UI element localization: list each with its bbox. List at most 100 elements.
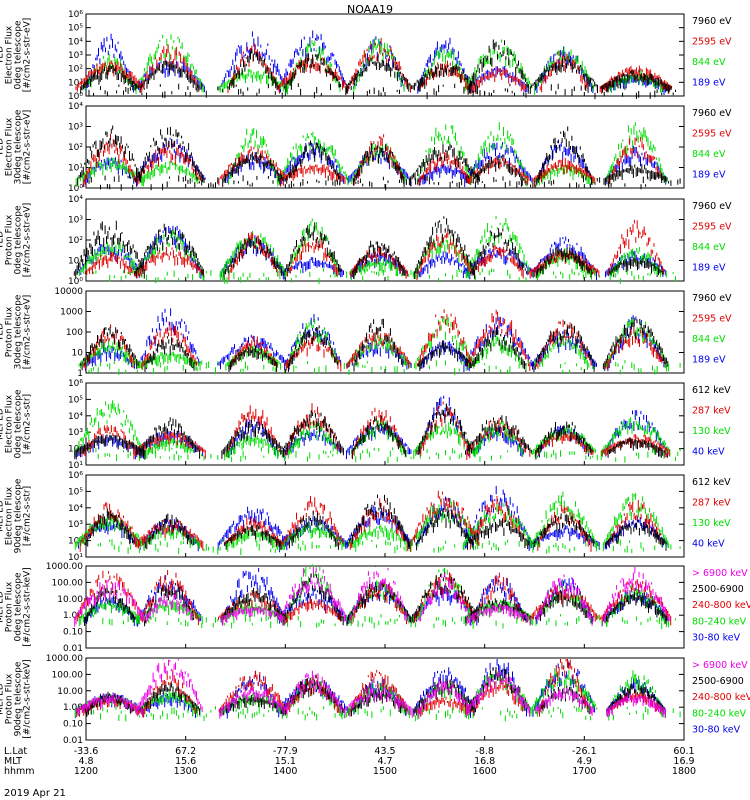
trace-2 [75, 37, 673, 95]
y-axis-label: TEDElectron Flux30deg telescope[#/cm2-s-… [0, 109, 33, 184]
y-tick-label: 1000 [60, 308, 83, 318]
x-row-value: -8.8 [475, 746, 494, 757]
baseline-noise [88, 360, 681, 376]
y-tick-label: 100.00 [52, 670, 84, 680]
y-tick-label: 10⁵ [68, 395, 83, 405]
x-row-value: 15.1 [275, 756, 296, 767]
y-tick-label: 10¹ [68, 164, 83, 174]
y-axis-label: MEPEDElectron Flux0deg telescope[#/cm2-s… [0, 389, 33, 459]
x-row-name: hhmm [4, 766, 35, 777]
y-tick-label: 10⁰ [68, 184, 83, 194]
legend-label: 844 eV [692, 334, 726, 345]
x-row-value: -26.1 [572, 746, 597, 757]
trace-3 [77, 125, 668, 187]
legend-label: 189 eV [692, 78, 726, 89]
y-tick-label: 0.10 [63, 720, 83, 730]
traces [74, 485, 681, 556]
baseline-noise [88, 83, 676, 100]
x-row-value: -77.9 [273, 746, 298, 757]
panel-frame [85, 474, 685, 558]
y-tick-label: 10² [68, 236, 83, 246]
y-axis-label: TEDProton Flux30deg telescope[#/cm2-s-st… [0, 294, 33, 369]
y-tick-label: 10⁵ [68, 487, 83, 497]
x-row-name: L.Lat [4, 746, 27, 757]
legend-label: 7960 eV [692, 16, 732, 27]
y-tick-label: 10.00 [57, 595, 83, 605]
traces [73, 215, 676, 285]
y-tick-label: 1.00 [63, 611, 83, 621]
x-row-value: 43.5 [374, 746, 395, 757]
panel-3: 10⁰ 10¹ 10² 10³ 10⁴ TEDProton Flux0deg telesc… [0, 195, 732, 287]
x-row-value: 1400 [273, 766, 297, 777]
y-axis-label: MEPEDProton Flux0deg telescope[#/cm2-s-s… [0, 567, 33, 646]
y-tick-label: 100 [66, 328, 83, 338]
y-tick-label: 10⁶ [68, 471, 83, 481]
x-row-name: MLT [4, 756, 22, 767]
x-row-value: 67.2 [175, 746, 196, 757]
trace-4 [74, 566, 671, 627]
traces [74, 395, 681, 464]
baseline-noise [97, 539, 681, 556]
y-tick-label: 10³ [68, 123, 83, 133]
baseline-noise [93, 268, 676, 285]
y-tick-label: 10⁴ [68, 412, 83, 422]
y-tick-label: 0.10 [63, 628, 83, 638]
legend-label: 844 eV [692, 57, 726, 68]
y-axis-label: TEDElectron Flux0deg telescope[#/cm2-s-s… [0, 18, 33, 93]
y-tick-label: 10¹ [68, 553, 83, 563]
legend-label: 30-80 keV [692, 724, 741, 735]
y-tick-label: 10⁰ [68, 92, 83, 102]
x-row-value: 1600 [473, 766, 497, 777]
y-axis-label: MEPEDProton Flux90deg telescope[#/cm2-s-… [0, 659, 33, 738]
x-row-value: 4.9 [577, 756, 592, 767]
y-tick-label: 10 [72, 349, 84, 359]
legend-label: 2595 eV [692, 314, 732, 325]
legend-label: 612 keV [692, 385, 731, 396]
legend-label: 80-240 keV [692, 616, 747, 627]
baseline-noise [93, 614, 676, 630]
legend-label: 7960 eV [692, 108, 732, 119]
traces [74, 564, 676, 630]
trace-3 [73, 216, 664, 280]
x-axis-labels: L.Lat -33.6 67.2 -77.9 43.5 -8.8 -26.1 60.1 MLT 4… [4, 746, 696, 777]
legend-label: 240-800 keV [692, 692, 750, 703]
y-tick-label: 10⁴ [68, 102, 83, 112]
panels-group: 10⁰ 10¹ 10² 10³ 10⁴ 10⁵ 10⁶ TEDElectron Flux0de… [0, 10, 750, 746]
y-tick-label: 10¹ [68, 461, 83, 471]
y-tick-label: 10³ [68, 216, 83, 226]
y-tick-label: 10⁶ [68, 379, 83, 389]
x-row-value: 4.7 [377, 756, 392, 767]
trace-3 [74, 402, 665, 460]
trace-3 [80, 317, 669, 372]
trace-1 [78, 316, 668, 372]
baseline-noise [88, 175, 681, 191]
trace-3 [84, 494, 667, 551]
legend-label: 2500-6900 [692, 676, 744, 687]
chart-title: NOAA19 [347, 3, 393, 16]
legend-label: 80-240 keV [692, 708, 747, 719]
y-tick-label: 10² [68, 445, 83, 455]
legend-label: 2500-6900 [692, 584, 744, 595]
legend-label: 189 eV [692, 355, 726, 366]
y-tick-label: 10⁴ [68, 37, 83, 47]
trace-3 [80, 39, 672, 95]
panel-1: 10⁰ 10¹ 10² 10³ 10⁴ 10⁵ 10⁶ TEDElectron Flux0de… [0, 10, 732, 102]
traces [75, 30, 676, 100]
x-row-value: 15.6 [175, 756, 196, 767]
legend-label: 189 eV [692, 170, 726, 181]
y-tick-label: 1000.00 [46, 562, 83, 572]
y-tick-label: 10² [68, 143, 83, 153]
legend-label: 7960 eV [692, 293, 732, 304]
x-row-value: 1200 [74, 766, 98, 777]
y-tick-label: 10.00 [57, 687, 83, 697]
y-tick-label: 10⁴ [68, 504, 83, 514]
legend-label: 130 keV [692, 518, 731, 529]
baseline-noise [88, 447, 681, 464]
y-tick-label: 10² [68, 537, 83, 547]
x-row-value: 1300 [174, 766, 198, 777]
y-tick-label: 1.00 [63, 703, 83, 713]
panel-7: 0.01 0.10 1.00 10.00 100.00 1000.00 MEPEDProto… [0, 562, 750, 654]
legend-label: 130 keV [692, 426, 731, 437]
y-tick-label: 10¹ [68, 78, 83, 88]
